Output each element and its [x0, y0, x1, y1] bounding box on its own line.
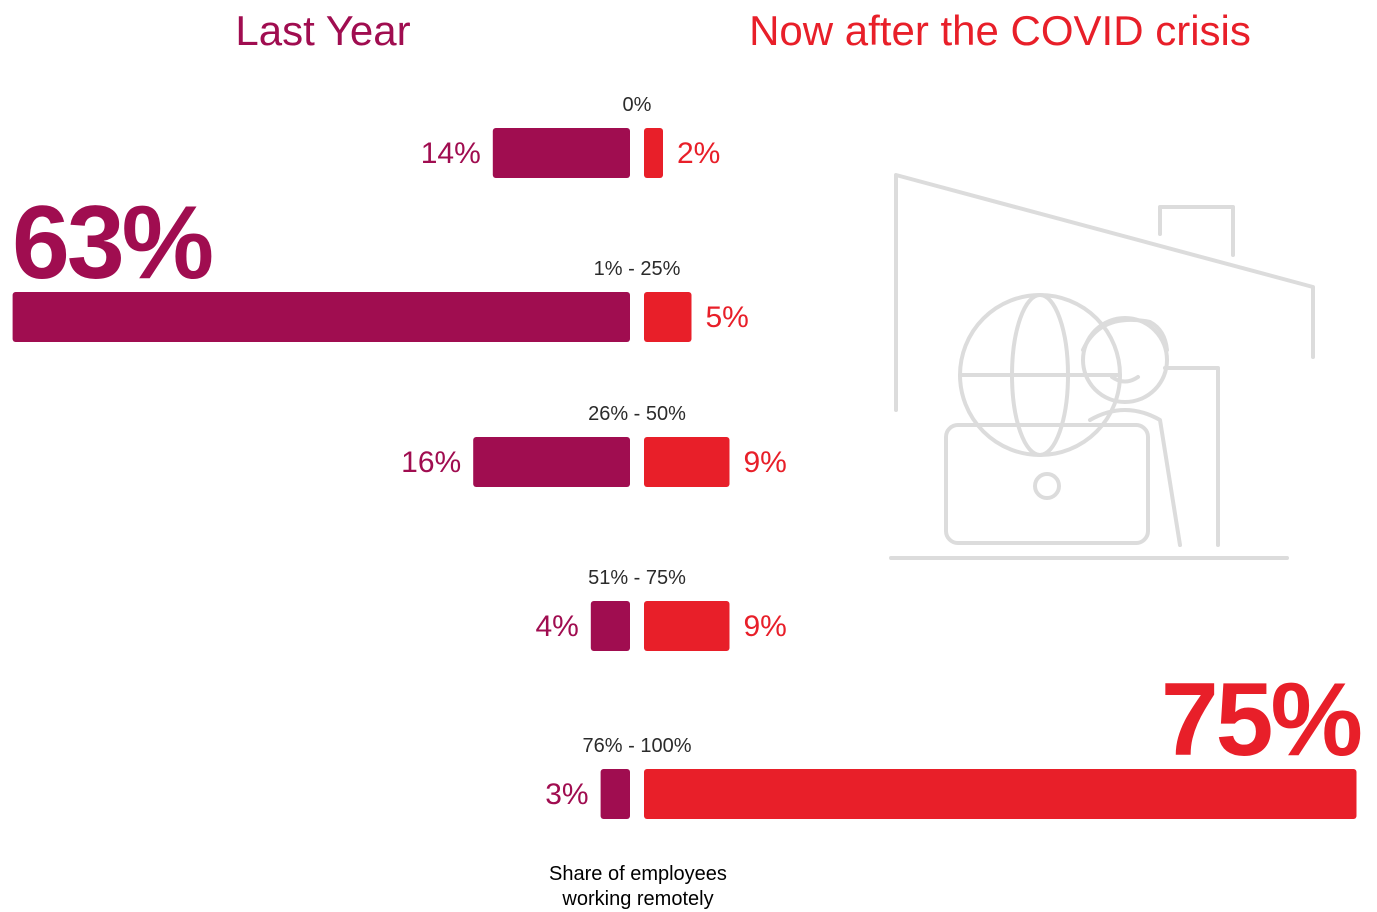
bar-last-year	[492, 128, 630, 178]
category-label: 76% - 100%	[583, 735, 692, 757]
header-now-after-covid: Now after the COVID crisis	[749, 7, 1251, 54]
header-last-year: Last Year	[235, 7, 410, 54]
bar-now	[644, 292, 692, 342]
bar-now	[644, 128, 663, 178]
category-label: 26% - 50%	[588, 403, 686, 425]
value-label-last-year: 16%	[401, 446, 461, 479]
bar-now	[644, 769, 1357, 819]
value-label-last-year: 4%	[535, 610, 578, 643]
bar-now	[644, 437, 730, 487]
bars-layer: 0% 14% 2% 1% - 25% 63% 5% 26% - 50% 16% 9% 51% - …	[12, 94, 1364, 819]
value-label-last-year-highlight: 63%	[12, 185, 212, 301]
bar-last-year	[590, 601, 630, 651]
value-label-last-year: 3%	[545, 778, 588, 811]
value-label-now: 2%	[677, 137, 720, 170]
bar-last-year	[12, 292, 631, 342]
category-label: 1% - 25%	[594, 258, 681, 280]
category-label: 0%	[623, 94, 652, 116]
value-label-now: 9%	[744, 446, 787, 479]
bar-now	[644, 601, 730, 651]
axis-label-line-2: working remotely	[561, 888, 713, 910]
value-label-now-highlight: 75%	[1161, 662, 1361, 778]
bar-last-year	[473, 437, 630, 487]
bar-last-year	[600, 769, 630, 819]
value-label-last-year: 14%	[421, 137, 481, 170]
value-label-now: 5%	[706, 301, 749, 334]
remote-worker-at-home-icon	[889, 173, 1315, 560]
category-label: 51% - 75%	[588, 567, 686, 589]
value-label-now: 9%	[744, 610, 787, 643]
axis-label-line-1: Share of employees	[549, 863, 727, 885]
